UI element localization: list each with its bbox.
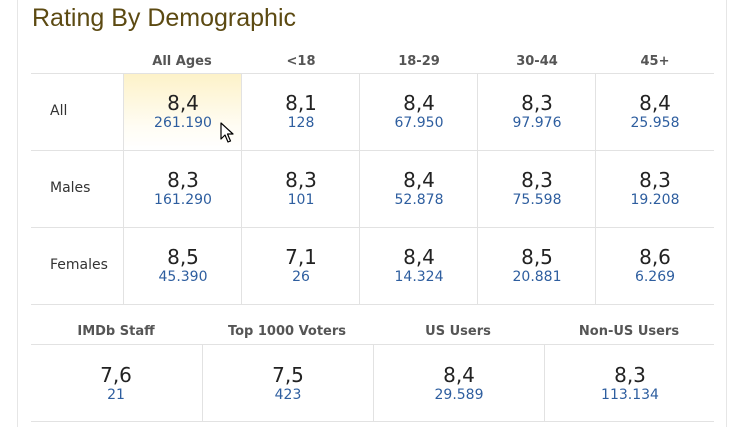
votes-link[interactable]: 128	[287, 115, 315, 131]
rating-value: 8,4	[167, 91, 199, 115]
rating-value: 7,5	[272, 363, 304, 387]
rating-cell: 8,3 97.976	[477, 74, 596, 150]
rating-value: 8,5	[521, 245, 553, 269]
table-row: All 8,4 261.190 8,1 128 8,4 67.950 8,3 9…	[31, 74, 714, 151]
table-row: 7,6 21 7,5 423 8,4 29.589 8,3 113.134	[31, 345, 714, 422]
votes-link[interactable]: 20.881	[512, 269, 562, 285]
row-label-all: All	[50, 103, 68, 119]
row-label-females: Females	[50, 257, 108, 273]
rating-value: 7,1	[285, 245, 317, 269]
column-header-all-ages: All Ages	[152, 54, 212, 69]
rating-value: 7,6	[100, 363, 132, 387]
votes-link[interactable]: 19.208	[630, 192, 680, 208]
rating-cell: 8,4 261.190	[123, 74, 242, 150]
table-row: Females 8,5 45.390 7,1 26 8,4 14.324 8,5…	[31, 228, 714, 305]
votes-link[interactable]: 97.976	[512, 115, 562, 131]
votes-link[interactable]: 26	[292, 269, 310, 285]
rating-cell: 8,3 75.598	[477, 151, 596, 227]
rating-cell: 8,3 101	[241, 151, 360, 227]
group-cell-non-us-users: 8,3 113.134	[544, 345, 715, 421]
group-cell-us-users: 8,4 29.589	[373, 345, 544, 421]
votes-link[interactable]: 21	[107, 387, 125, 403]
rating-cell: 8,6 6.269	[595, 228, 714, 304]
rating-cell: 8,4 67.950	[359, 74, 478, 150]
rating-value: 8,3	[521, 168, 553, 192]
group-header-top-1000-voters: Top 1000 Voters	[227, 324, 347, 339]
rating-value: 8,1	[285, 91, 317, 115]
votes-link[interactable]: 113.134	[601, 387, 659, 403]
rating-value: 8,4	[403, 245, 435, 269]
votes-link[interactable]: 161.290	[154, 192, 212, 208]
rating-value: 8,4	[403, 91, 435, 115]
votes-link[interactable]: 29.589	[434, 387, 484, 403]
demographic-table: All Ages <18 18-29 30-44 45+ All 8,4 261…	[31, 46, 714, 305]
mouse-pointer-icon	[220, 122, 234, 148]
column-header-45-plus: 45+	[640, 54, 670, 69]
rating-cell: 8,4 14.324	[359, 228, 478, 304]
rating-value: 8,3	[521, 91, 553, 115]
votes-link[interactable]: 261.190	[154, 115, 212, 131]
rating-value: 8,6	[639, 245, 671, 269]
group-header-imdb-staff: IMDb Staff	[77, 324, 155, 339]
row-label-males: Males	[50, 180, 91, 196]
group-header-row: IMDb Staff Top 1000 Voters US Users Non-…	[31, 320, 714, 345]
column-header-30-44: 30-44	[516, 54, 558, 69]
votes-link[interactable]: 25.958	[630, 115, 680, 131]
column-header-under-18: <18	[286, 54, 316, 69]
rating-cell: 8,3 161.290	[123, 151, 242, 227]
votes-link[interactable]: 67.950	[394, 115, 444, 131]
rating-cell: 7,1 26	[241, 228, 360, 304]
table-row: Males 8,3 161.290 8,3 101 8,4 52.878 8,3…	[31, 151, 714, 228]
votes-link[interactable]: 423	[274, 387, 302, 403]
rating-cell: 8,1 128	[241, 74, 360, 150]
group-cell-imdb-staff: 7,6 21	[31, 345, 201, 421]
rating-value: 8,5	[167, 245, 199, 269]
page-title: Rating By Demographic	[32, 4, 297, 32]
votes-link[interactable]: 14.324	[394, 269, 444, 285]
rating-value: 8,4	[403, 168, 435, 192]
group-header-non-us-users: Non-US Users	[578, 324, 680, 339]
votes-link[interactable]: 75.598	[512, 192, 562, 208]
group-header-us-users: US Users	[425, 324, 491, 339]
votes-link[interactable]: 101	[287, 192, 315, 208]
rating-cell: 8,5 20.881	[477, 228, 596, 304]
column-header-row: All Ages <18 18-29 30-44 45+	[31, 46, 714, 74]
rating-value: 8,3	[285, 168, 317, 192]
rating-value: 8,4	[639, 91, 671, 115]
rating-cell: 8,5 45.390	[123, 228, 242, 304]
rating-cell: 8,4 25.958	[595, 74, 714, 150]
votes-link[interactable]: 52.878	[394, 192, 444, 208]
votes-link[interactable]: 45.390	[158, 269, 208, 285]
voter-groups-table: IMDb Staff Top 1000 Voters US Users Non-…	[31, 320, 714, 422]
rating-panel: Rating By Demographic All Ages <18 18-29…	[17, 0, 727, 427]
rating-value: 8,4	[443, 363, 475, 387]
votes-link[interactable]: 6.269	[634, 269, 676, 285]
rating-value: 8,3	[167, 168, 199, 192]
rating-cell: 8,4 52.878	[359, 151, 478, 227]
rating-value: 8,3	[639, 168, 671, 192]
column-header-18-29: 18-29	[398, 54, 440, 69]
rating-cell: 8,3 19.208	[595, 151, 714, 227]
rating-value: 8,3	[614, 363, 646, 387]
group-cell-top-1000-voters: 7,5 423	[202, 345, 373, 421]
